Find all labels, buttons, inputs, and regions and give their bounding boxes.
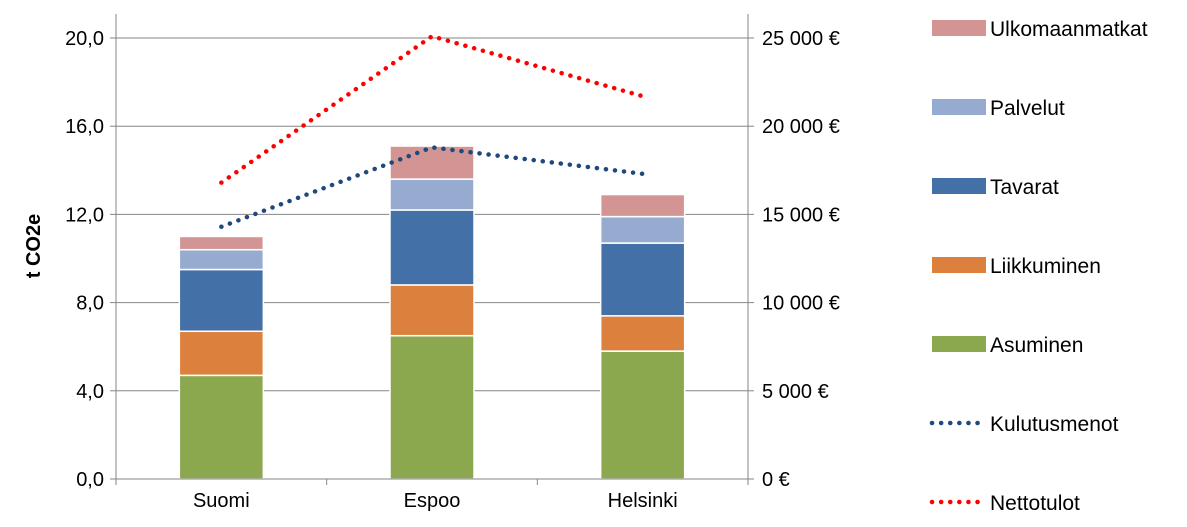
y-axis-title: t CO2e [23,214,45,278]
y2-tick-label: 20 000 € [762,116,840,138]
legend-swatch [932,178,986,194]
x-tick-label: Helsinki [608,490,678,512]
legend-label: Liikkuminen [990,255,1101,278]
legend-swatch [932,99,986,115]
legend-label: Asuminen [990,334,1083,357]
line-kulutusmenot [219,145,645,229]
bar-segment [178,235,265,251]
legend-swatch [932,20,986,36]
y-tick-label: 8,0 [76,293,104,315]
bar-segment [389,334,475,480]
bar-segment [389,284,475,337]
line-nettotulot [219,33,645,185]
y-tick-label: 16,0 [65,116,104,138]
legend-swatch [932,257,986,273]
bar-segment [178,248,265,271]
bar-segment [599,315,686,352]
bar-segment [599,193,686,218]
legend: Ulkomaanmatkat Palvelut Tavarat Liikkuminen… [929,18,1148,515]
bar-segment [599,242,686,317]
x-axis-ticks: Suomi Espoo Helsinki [115,479,749,512]
legend-label: Kulutusmenot [990,413,1119,436]
y2-axis-ticks: 0 € 5 000 € 10 000 € 15 000 € 20 000 € 25 000… [748,28,840,491]
legend-label: Ulkomaanmatkat [990,18,1148,41]
line-series [219,33,645,229]
bar-segment [178,374,265,480]
axes [115,14,749,480]
bar-segment [178,330,265,377]
y2-tick-label: 25 000 € [762,28,840,50]
bar-segment [389,178,475,211]
legend-label: Nettotulot [990,492,1080,515]
y2-tick-label: 15 000 € [762,204,840,226]
x-tick-label: Suomi [193,490,250,512]
bar-segment [178,268,265,333]
y2-tick-label: 10 000 € [762,293,840,315]
bar-segment [599,350,686,480]
y-tick-label: 0,0 [76,469,104,491]
legend-label: Palvelut [990,97,1065,120]
bar-segment [599,215,686,244]
legend-label: Tavarat [990,176,1059,199]
bar-segment [389,209,475,286]
legend-swatch [932,336,986,352]
y-axis-ticks: 0,0 4,0 8,0 12,0 16,0 20,0 [65,28,116,491]
x-tick-label: Espoo [404,490,461,512]
y-tick-label: 20,0 [65,28,104,50]
y-tick-label: 12,0 [65,204,104,226]
y-tick-label: 4,0 [76,381,104,403]
y2-tick-label: 5 000 € [762,381,829,403]
y2-tick-label: 0 € [762,469,790,491]
bars [178,145,686,480]
